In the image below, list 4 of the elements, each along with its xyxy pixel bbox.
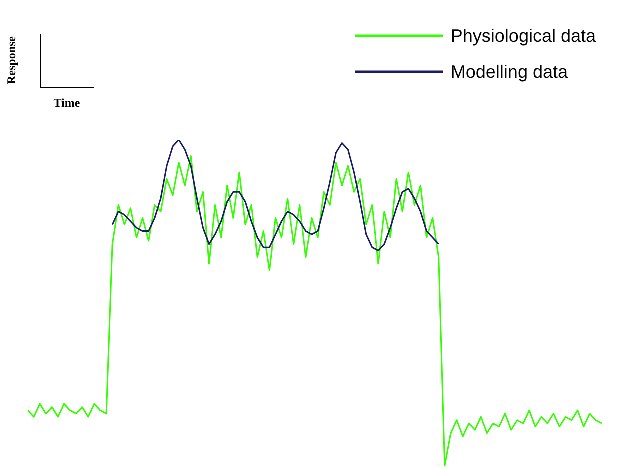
y-axis-title: Response: [4, 36, 20, 87]
x-axis-title: Time: [52, 96, 82, 111]
legend-label: Modelling data: [450, 62, 568, 82]
legend-label: Physiological data: [450, 26, 596, 46]
